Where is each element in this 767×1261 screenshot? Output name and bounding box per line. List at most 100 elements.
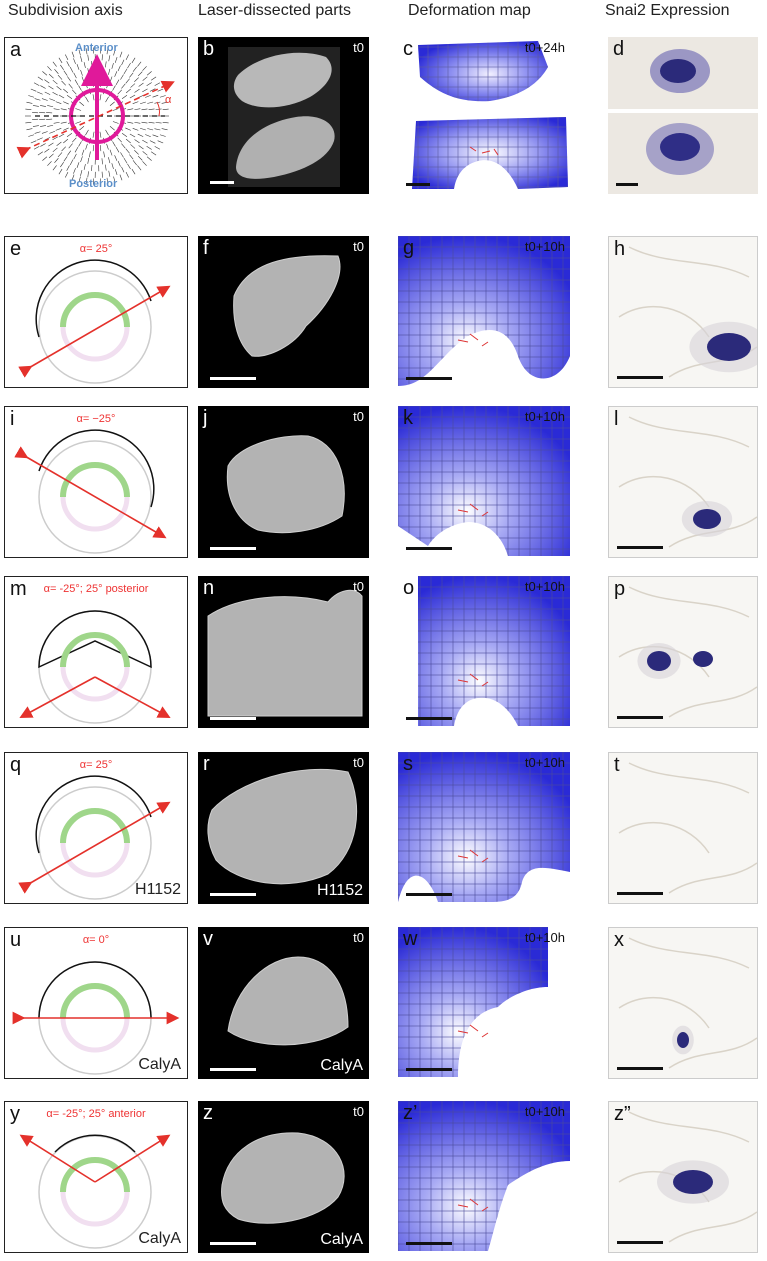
drug-label: CalyA — [320, 1231, 363, 1248]
time-label: t0 — [353, 409, 364, 424]
panel-x-snai2-stain: x — [608, 927, 758, 1079]
panel-y-subdivision-schematic: y α= -25°; 25° anterior CalyA — [4, 1101, 188, 1253]
alpha-angle-label: α= 25° — [79, 243, 113, 255]
scale-bar — [406, 1068, 452, 1071]
panel-z”-snai2-stain: z” — [608, 1101, 758, 1253]
panel-label: y — [10, 1103, 20, 1125]
laser-dissected-explant — [207, 768, 358, 885]
snai2-stain — [609, 407, 757, 557]
panel-label: a — [10, 39, 22, 61]
drug-label: CalyA — [138, 1056, 181, 1073]
subdivision-schematic — [18, 775, 171, 900]
deformation-grid — [418, 576, 570, 726]
scale-bar — [406, 717, 452, 720]
panel-label: u — [10, 929, 22, 951]
scale-bar — [617, 376, 663, 379]
time-label: t0+10h — [524, 409, 565, 424]
scale-bar — [210, 717, 256, 720]
scale-bar — [617, 892, 663, 895]
snai2-stain — [609, 753, 757, 903]
scale-bar — [617, 1241, 663, 1244]
panel-w-deformation-map: w t0+10h — [398, 927, 570, 1079]
time-label: t0+10h — [524, 930, 565, 945]
posterior-label: Posterior — [69, 178, 118, 190]
panel-o-deformation-map: o t0+10h — [398, 576, 570, 728]
snai2-stain — [609, 237, 757, 387]
panel-label: t — [614, 754, 620, 776]
deformation-grid — [398, 752, 570, 902]
laser-dissected-explant — [227, 956, 349, 1046]
panel-label: q — [10, 754, 22, 776]
scale-bar — [210, 377, 256, 380]
panel-label: b — [203, 38, 215, 60]
panel-label: c — [403, 38, 413, 60]
panel-label: x — [614, 929, 624, 951]
panel-label: d — [613, 38, 625, 60]
panel-q-subdivision-schematic: q α= 25° H1152 — [4, 752, 188, 904]
time-label: t0+10h — [524, 239, 565, 254]
deformation-grid — [398, 236, 570, 386]
subdivision-schematic — [19, 1134, 171, 1249]
panel-s-deformation-map: s t0+10h — [398, 752, 570, 904]
alpha-symbol: α — [165, 94, 172, 106]
panel-label: z — [203, 1102, 213, 1124]
panel-label: z’ — [403, 1102, 418, 1124]
snai2-stain — [609, 1102, 757, 1252]
scale-bar — [406, 1242, 452, 1245]
header-subdivision-axis: Subdivision axis — [8, 2, 123, 19]
scale-bar — [406, 547, 452, 550]
panel-d-snai2-stain: d — [608, 37, 758, 194]
time-label: t0 — [353, 239, 364, 254]
laser-dissected-explant — [233, 255, 341, 357]
panel-label: v — [203, 928, 213, 950]
snai2-stain — [609, 577, 757, 727]
header-deformation-map: Deformation map — [408, 2, 531, 19]
drug-label: CalyA — [320, 1057, 363, 1074]
panel-label: p — [614, 578, 626, 600]
panel-i-subdivision-schematic: i α= −25° — [4, 406, 188, 558]
time-label: t0 — [353, 1104, 364, 1119]
snai2-stain — [609, 928, 757, 1078]
scale-bar — [616, 183, 638, 186]
header-snai2-expression: Snai2 Expression — [605, 2, 730, 19]
panel-label: n — [203, 577, 215, 599]
time-label: t0+10h — [524, 755, 565, 770]
panel-label: g — [403, 237, 415, 259]
laser-dissected-explant — [221, 1132, 345, 1224]
scale-bar — [210, 547, 256, 550]
panel-z-laser-dissected: z t0 CalyA — [198, 1101, 369, 1253]
time-label: t0 — [353, 930, 364, 945]
alpha-angle-label: α= 25° — [79, 759, 113, 771]
scale-bar — [210, 893, 256, 896]
alpha-angle-label: α= 0° — [82, 934, 110, 946]
laser-dissected-explant — [226, 435, 345, 534]
panel-label: f — [203, 237, 209, 259]
subdivision-schematic — [12, 961, 180, 1075]
scale-bar — [210, 1242, 256, 1245]
panel-h-snai2-stain: h — [608, 236, 758, 388]
deformation-grid — [412, 41, 568, 189]
scale-bar — [617, 546, 663, 549]
subdivision-axis-arrow — [16, 80, 175, 159]
panel-a-subdivision-schematic: a Anterior Posterior α — [4, 37, 188, 194]
panel-m-subdivision-schematic: m α= -25°; 25° posterior — [4, 576, 188, 728]
time-label: t0 — [353, 40, 364, 55]
panel-n-laser-dissected: n t0 — [198, 576, 369, 728]
drug-label: H1152 — [317, 882, 363, 899]
tissue-explants — [228, 47, 340, 187]
panel-r-laser-dissected: r t0 H1152 — [198, 752, 369, 904]
panel-l-snai2-stain: l — [608, 406, 758, 558]
deformation-grid — [398, 927, 548, 1077]
alpha-angle-label: α= -25°; 25° posterior — [43, 583, 149, 595]
panel-c-deformation-map: c t0+24h — [398, 37, 570, 194]
embryo-axis-diagram — [16, 47, 175, 185]
time-label: t0+24h — [524, 40, 565, 55]
subdivision-schematic — [19, 610, 171, 724]
panel-label: s — [403, 753, 413, 775]
laser-dissected-explant — [207, 589, 363, 717]
subdivision-schematic — [18, 259, 171, 384]
panel-label: h — [614, 238, 626, 260]
scale-bar — [210, 181, 234, 184]
panel-k-deformation-map: k t0+10h — [398, 406, 570, 558]
time-label: t0 — [353, 755, 364, 770]
